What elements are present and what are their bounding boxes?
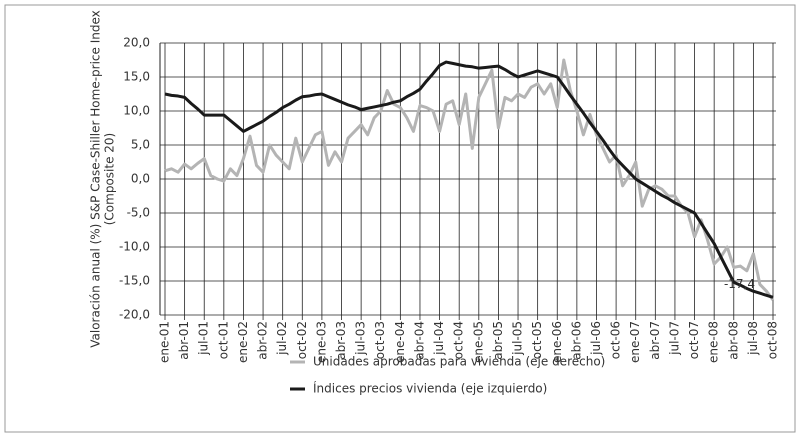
x-tick-label: abr-07 <box>648 321 662 360</box>
x-tick-label: jul-07 <box>667 321 681 356</box>
legend-label: Unidades aprobadas para vivienda (eje de… <box>313 355 605 369</box>
x-tick-label: abr-08 <box>726 321 740 360</box>
y-tick-label: 5,0 <box>131 138 150 152</box>
y-axis-label: Valoración anual (%) S&P Case-Shiller Ho… <box>89 10 103 348</box>
x-tick-label: jul-02 <box>275 321 289 356</box>
annotation: -17,4 <box>724 277 755 291</box>
x-tick-label: oct-01 <box>216 321 230 359</box>
x-tick-label: oct-04 <box>452 321 466 359</box>
x-tick-label: abr-05 <box>491 321 505 360</box>
y-tick-label: -20,0 <box>119 308 150 322</box>
x-tick-label: ene-06 <box>550 321 564 363</box>
x-tick-label: ene-02 <box>236 321 250 363</box>
series-line <box>164 58 775 301</box>
y-tick-label: -15,0 <box>119 274 150 288</box>
x-tick-label: oct-07 <box>687 321 701 359</box>
x-tick-label: jul-06 <box>589 321 603 356</box>
legend-label: Índices precios vivienda (eje izquierdo) <box>313 381 547 396</box>
y-tick-label: -10,0 <box>119 240 150 254</box>
x-tick-label: oct-05 <box>530 321 544 359</box>
x-tick-label: abr-03 <box>334 321 348 360</box>
x-tick-label: jul-04 <box>432 321 446 356</box>
x-tick-label: abr-06 <box>569 321 583 360</box>
y-tick-label: 0,0 <box>131 172 150 186</box>
y-tick-label: 20,0 <box>123 36 150 50</box>
x-tick-label: jul-05 <box>511 321 525 356</box>
x-tick-label: oct-06 <box>609 321 623 359</box>
y-axis-label: (Composite 20) <box>103 133 117 226</box>
y-tick-label: -5,0 <box>127 206 150 220</box>
x-tick-label: oct-03 <box>373 321 387 359</box>
y-tick-label: 10,0 <box>123 104 150 118</box>
x-tick-label: jul-03 <box>354 321 368 356</box>
x-tick-label: abr-01 <box>177 321 191 360</box>
x-tick-label: jul-01 <box>197 321 211 356</box>
x-tick-label: jul-08 <box>746 321 760 356</box>
x-tick-label: oct-02 <box>295 321 309 359</box>
x-tick-label: abr-02 <box>256 321 270 360</box>
y-tick-label: 15,0 <box>123 70 150 84</box>
x-tick-label: ene-03 <box>314 321 328 363</box>
x-tick-label: ene-04 <box>393 321 407 363</box>
x-tick-label: oct-08 <box>766 321 780 359</box>
x-tick-label: ene-07 <box>628 321 642 363</box>
x-tick-label: ene-05 <box>471 321 485 363</box>
x-tick-label: ene-01 <box>158 321 172 363</box>
x-tick-label: ene-08 <box>707 321 721 363</box>
series-line <box>164 60 774 299</box>
x-tick-label: abr-04 <box>412 321 426 360</box>
